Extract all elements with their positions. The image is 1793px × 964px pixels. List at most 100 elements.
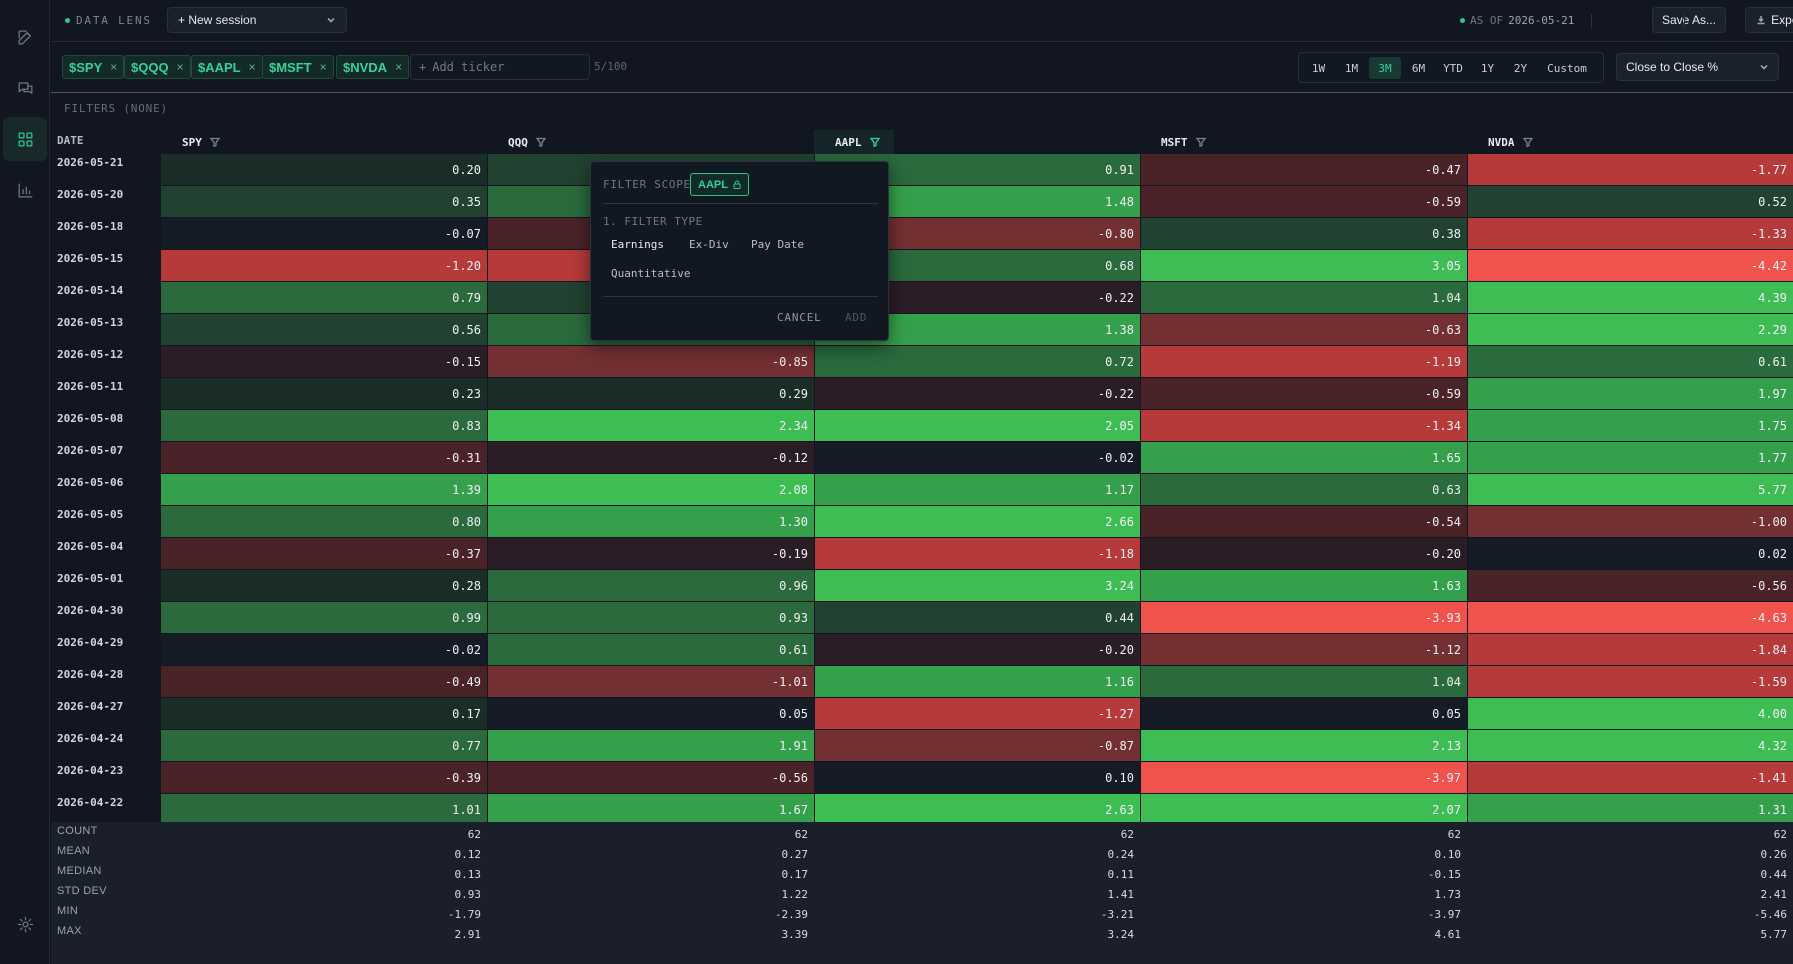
table-cell-nvda[interactable]: 4.32 <box>1468 730 1793 761</box>
table-cell-spy[interactable]: 0.80 <box>161 506 487 537</box>
table-cell-msft[interactable]: -1.12 <box>1141 634 1467 665</box>
table-cell-msft[interactable]: -3.93 <box>1141 602 1467 633</box>
table-cell-aapl[interactable]: 3.24 <box>815 570 1140 601</box>
table-cell-nvda[interactable]: -1.59 <box>1468 666 1793 697</box>
ticker-chip-aapl[interactable]: $AAPL × <box>191 55 263 79</box>
table-cell-msft[interactable]: 1.63 <box>1141 570 1467 601</box>
table-cell-nvda[interactable]: 4.00 <box>1468 698 1793 729</box>
table-cell-msft[interactable]: 0.05 <box>1141 698 1467 729</box>
table-cell-spy[interactable]: 0.35 <box>161 186 487 217</box>
table-cell-aapl[interactable]: 2.66 <box>815 506 1140 537</box>
rail-chart-button[interactable] <box>3 168 47 212</box>
export-button[interactable]: Export <box>1745 7 1793 33</box>
remove-icon[interactable]: × <box>248 60 256 74</box>
table-cell-nvda[interactable]: 1.77 <box>1468 442 1793 473</box>
table-cell-msft[interactable]: 0.63 <box>1141 474 1467 505</box>
range-6m[interactable]: 6M <box>1411 61 1426 75</box>
remove-icon[interactable]: × <box>110 60 118 74</box>
range-1y[interactable]: 1Y <box>1480 61 1495 75</box>
filter-option-earnings[interactable]: Earnings <box>611 238 664 251</box>
table-cell-msft[interactable]: -0.63 <box>1141 314 1467 345</box>
table-cell-msft[interactable]: -0.54 <box>1141 506 1467 537</box>
table-cell-spy[interactable]: -1.20 <box>161 250 487 281</box>
rail-settings-button[interactable] <box>3 902 47 946</box>
table-cell-aapl[interactable]: 0.44 <box>815 602 1140 633</box>
add-filter-button[interactable]: ADD <box>845 311 868 324</box>
table-cell-spy[interactable]: -0.37 <box>161 538 487 569</box>
table-cell-nvda[interactable]: -1.84 <box>1468 634 1793 665</box>
table-cell-nvda[interactable]: -4.63 <box>1468 602 1793 633</box>
filter-option-quantitative[interactable]: Quantitative <box>611 267 691 280</box>
table-cell-spy[interactable]: -0.02 <box>161 634 487 665</box>
table-cell-qqq[interactable]: 2.08 <box>488 474 814 505</box>
table-cell-qqq[interactable]: 0.05 <box>488 698 814 729</box>
table-cell-spy[interactable]: 0.99 <box>161 602 487 633</box>
rail-edit-button[interactable] <box>3 15 47 59</box>
table-cell-spy[interactable]: 0.77 <box>161 730 487 761</box>
table-cell-nvda[interactable]: 4.39 <box>1468 282 1793 313</box>
table-cell-qqq[interactable]: 1.30 <box>488 506 814 537</box>
ticker-chip-qqq[interactable]: $QQQ × <box>124 55 191 79</box>
filter-funnel-icon[interactable] <box>209 137 220 147</box>
table-cell-nvda[interactable]: -1.00 <box>1468 506 1793 537</box>
table-cell-aapl[interactable]: -0.02 <box>815 442 1140 473</box>
filter-funnel-icon[interactable] <box>869 137 880 147</box>
range-ytd[interactable]: YTD <box>1443 61 1463 75</box>
table-cell-spy[interactable]: -0.07 <box>161 218 487 249</box>
table-cell-nvda[interactable]: 1.97 <box>1468 378 1793 409</box>
table-cell-nvda[interactable]: 0.02 <box>1468 538 1793 569</box>
ticker-chip-nvda[interactable]: $NVDA × <box>336 55 410 79</box>
table-cell-aapl[interactable]: 0.72 <box>815 346 1140 377</box>
table-cell-msft[interactable]: 1.65 <box>1141 442 1467 473</box>
table-cell-aapl[interactable]: -1.18 <box>815 538 1140 569</box>
table-cell-qqq[interactable]: 2.34 <box>488 410 814 441</box>
table-cell-spy[interactable]: -0.49 <box>161 666 487 697</box>
filter-funnel-icon[interactable] <box>1522 137 1533 147</box>
filter-option-ex-div[interactable]: Ex-Div <box>689 238 729 251</box>
filter-option-pay-date[interactable]: Pay Date <box>751 238 804 251</box>
table-cell-aapl[interactable]: -0.22 <box>815 378 1140 409</box>
table-cell-msft[interactable]: 0.38 <box>1141 218 1467 249</box>
table-cell-aapl[interactable]: -1.27 <box>815 698 1140 729</box>
table-cell-qqq[interactable]: 1.67 <box>488 794 814 825</box>
table-cell-spy[interactable]: -0.15 <box>161 346 487 377</box>
table-cell-msft[interactable]: 3.05 <box>1141 250 1467 281</box>
ticker-chip-msft[interactable]: $MSFT × <box>262 55 334 79</box>
table-cell-spy[interactable]: 0.20 <box>161 154 487 185</box>
table-cell-qqq[interactable]: -0.56 <box>488 762 814 793</box>
table-cell-aapl[interactable]: 1.16 <box>815 666 1140 697</box>
table-cell-msft[interactable]: -1.19 <box>1141 346 1467 377</box>
rail-grid-button[interactable] <box>3 117 47 161</box>
table-cell-spy[interactable]: 0.28 <box>161 570 487 601</box>
table-cell-nvda[interactable]: 2.29 <box>1468 314 1793 345</box>
range-custom[interactable]: Custom <box>1547 61 1587 75</box>
table-cell-nvda[interactable]: 5.77 <box>1468 474 1793 505</box>
table-cell-nvda[interactable]: -4.42 <box>1468 250 1793 281</box>
filter-funnel-icon[interactable] <box>1195 137 1206 147</box>
table-cell-msft[interactable]: 2.07 <box>1141 794 1467 825</box>
table-cell-spy[interactable]: 0.79 <box>161 282 487 313</box>
table-cell-nvda[interactable]: 1.31 <box>1468 794 1793 825</box>
table-cell-nvda[interactable]: -1.33 <box>1468 218 1793 249</box>
table-cell-aapl[interactable]: 0.10 <box>815 762 1140 793</box>
table-cell-qqq[interactable]: -1.01 <box>488 666 814 697</box>
table-cell-nvda[interactable]: 0.61 <box>1468 346 1793 377</box>
table-cell-msft[interactable]: -0.20 <box>1141 538 1467 569</box>
table-cell-qqq[interactable]: -0.85 <box>488 346 814 377</box>
table-cell-qqq[interactable]: 1.91 <box>488 730 814 761</box>
range-1w[interactable]: 1W <box>1311 61 1326 75</box>
table-cell-spy[interactable]: 0.83 <box>161 410 487 441</box>
ticker-chip-spy[interactable]: $SPY × <box>62 55 125 79</box>
table-cell-nvda[interactable]: 0.52 <box>1468 186 1793 217</box>
remove-icon[interactable]: × <box>319 60 327 74</box>
table-cell-nvda[interactable]: -1.77 <box>1468 154 1793 185</box>
metric-select[interactable]: Close to Close % <box>1616 53 1779 81</box>
table-cell-qqq[interactable]: -0.19 <box>488 538 814 569</box>
table-cell-aapl[interactable]: -0.87 <box>815 730 1140 761</box>
range-1m[interactable]: 1M <box>1344 61 1359 75</box>
filter-funnel-icon[interactable] <box>535 137 546 147</box>
table-cell-msft[interactable]: 2.13 <box>1141 730 1467 761</box>
table-cell-qqq[interactable]: 0.61 <box>488 634 814 665</box>
table-cell-nvda[interactable]: -1.41 <box>1468 762 1793 793</box>
table-cell-msft[interactable]: -1.34 <box>1141 410 1467 441</box>
